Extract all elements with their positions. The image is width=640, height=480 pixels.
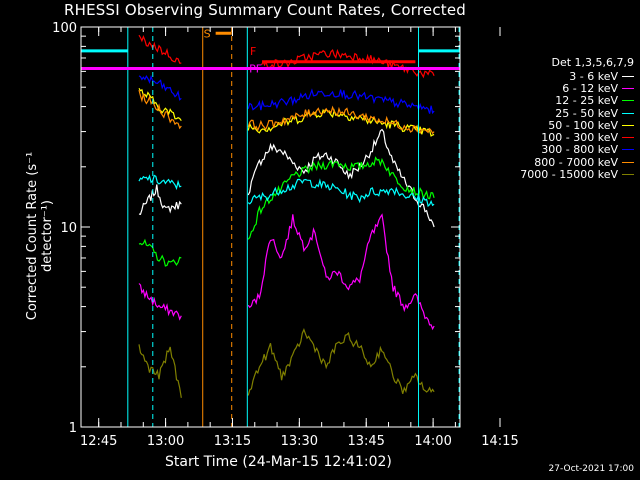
legend-label: 25 - 50 keV <box>555 106 618 120</box>
plot-frame <box>80 26 461 428</box>
legend-label: 7000 - 15000 keV <box>520 168 618 182</box>
chart-title: RHESSI Observing Summary Count Rates, Co… <box>64 1 467 19</box>
x-tick-label: 12:45 <box>80 434 117 449</box>
series-line <box>247 156 435 240</box>
legend-entry: 25 - 50 keV <box>482 106 634 120</box>
legend-entry: 12 - 25 keV <box>482 94 634 108</box>
legend-swatch <box>622 149 634 151</box>
series-line <box>247 128 435 228</box>
series-line <box>138 74 182 101</box>
legend-swatch <box>622 174 634 176</box>
legend-label: 6 - 12 keV <box>562 81 618 95</box>
series-line <box>247 213 435 331</box>
chart-annotation: PF <box>249 63 262 76</box>
legend-swatch <box>622 100 634 102</box>
legend-label: 12 - 25 keV <box>555 94 618 108</box>
x-tick-label: 13:00 <box>147 434 184 449</box>
series-line <box>138 184 182 215</box>
y-tick-label: 1 <box>69 421 77 436</box>
legend-swatch <box>622 87 634 89</box>
legend-swatch <box>622 75 634 77</box>
series-line <box>138 34 182 64</box>
legend-label: 3 - 6 keV <box>569 69 618 83</box>
y-tick-label: 10 <box>60 221 77 236</box>
legend-entry: 50 - 100 keV <box>482 118 634 132</box>
legend-entry: 100 - 300 keV <box>482 131 634 145</box>
legend-label: 800 - 7000 keV <box>534 155 618 169</box>
series-line <box>138 174 182 191</box>
legend-entry: 7000 - 15000 keV <box>482 168 634 182</box>
chart-annotation: F <box>250 45 256 58</box>
series-line <box>247 327 435 396</box>
series-line <box>261 48 435 79</box>
x-tick-label: 14:15 <box>481 434 518 449</box>
series-line <box>247 178 435 208</box>
y-axis-label: Corrected Count Rate (s⁻¹ detector⁻¹) <box>25 151 55 321</box>
legend-entry: 6 - 12 keV <box>482 81 634 95</box>
series-line <box>138 344 182 398</box>
y-tick-label: 100 <box>52 21 77 36</box>
legend-label: 300 - 800 keV <box>541 143 618 157</box>
legend-swatch <box>622 161 634 163</box>
legend-entry: 3 - 6 keV <box>482 69 634 83</box>
series-line <box>247 88 435 115</box>
x-axis-label: Start Time (24-Mar-15 12:41:02) <box>165 454 392 470</box>
legend: Det 1,3,5,6,7,9 3 - 6 keV 6 - 12 keV 12 … <box>482 56 634 181</box>
legend-label: 100 - 300 keV <box>541 131 618 145</box>
legend-label: 50 - 100 keV <box>548 118 618 132</box>
series-line <box>138 283 182 321</box>
x-tick-label: 13:45 <box>347 434 384 449</box>
legend-swatch <box>622 137 634 139</box>
x-tick-label: 13:30 <box>281 434 318 449</box>
chart-annotation: S <box>204 27 211 40</box>
series-line <box>138 238 182 267</box>
legend-swatch <box>622 112 634 114</box>
legend-swatch <box>622 124 634 126</box>
x-tick-label: 13:15 <box>214 434 251 449</box>
series-line <box>247 105 435 135</box>
legend-entry: 300 - 800 keV <box>482 143 634 157</box>
generation-timestamp: 27-Oct-2021 17:00 <box>548 464 634 474</box>
series-line <box>138 89 182 130</box>
x-tick-label: 14:00 <box>414 434 451 449</box>
series-line <box>138 87 182 122</box>
legend-header: Det 1,3,5,6,7,9 <box>551 56 634 69</box>
legend-entry: 800 - 7000 keV <box>482 155 634 169</box>
